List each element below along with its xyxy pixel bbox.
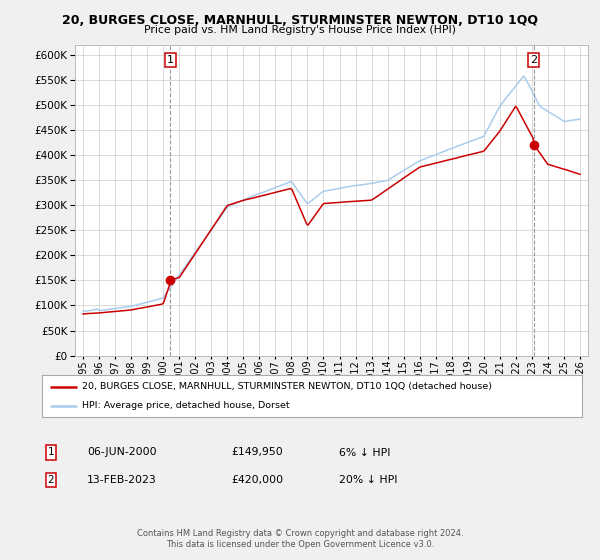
Text: 06-JUN-2000: 06-JUN-2000 — [87, 447, 157, 458]
Text: 20, BURGES CLOSE, MARNHULL, STURMINSTER NEWTON, DT10 1QQ: 20, BURGES CLOSE, MARNHULL, STURMINSTER … — [62, 14, 538, 27]
Text: 2: 2 — [530, 55, 538, 65]
Text: 6% ↓ HPI: 6% ↓ HPI — [339, 447, 391, 458]
Text: HPI: Average price, detached house, Dorset: HPI: Average price, detached house, Dors… — [83, 402, 290, 410]
Text: Price paid vs. HM Land Registry's House Price Index (HPI): Price paid vs. HM Land Registry's House … — [144, 25, 456, 35]
Text: 20, BURGES CLOSE, MARNHULL, STURMINSTER NEWTON, DT10 1QQ (detached house): 20, BURGES CLOSE, MARNHULL, STURMINSTER … — [83, 382, 493, 391]
Text: Contains HM Land Registry data © Crown copyright and database right 2024.
This d: Contains HM Land Registry data © Crown c… — [137, 529, 463, 549]
Text: 20% ↓ HPI: 20% ↓ HPI — [339, 475, 397, 485]
Text: £420,000: £420,000 — [231, 475, 283, 485]
Text: 1: 1 — [167, 55, 174, 65]
Text: £149,950: £149,950 — [231, 447, 283, 458]
Text: 1: 1 — [47, 447, 55, 458]
Text: 13-FEB-2023: 13-FEB-2023 — [87, 475, 157, 485]
Text: 2: 2 — [47, 475, 55, 485]
